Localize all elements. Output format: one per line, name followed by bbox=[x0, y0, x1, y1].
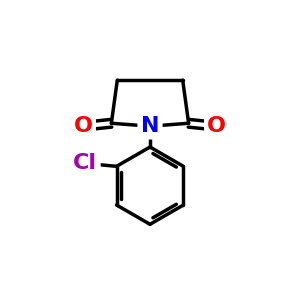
Text: O: O bbox=[207, 116, 226, 136]
Text: Cl: Cl bbox=[73, 153, 97, 173]
Text: N: N bbox=[141, 116, 159, 136]
Text: O: O bbox=[74, 116, 93, 136]
